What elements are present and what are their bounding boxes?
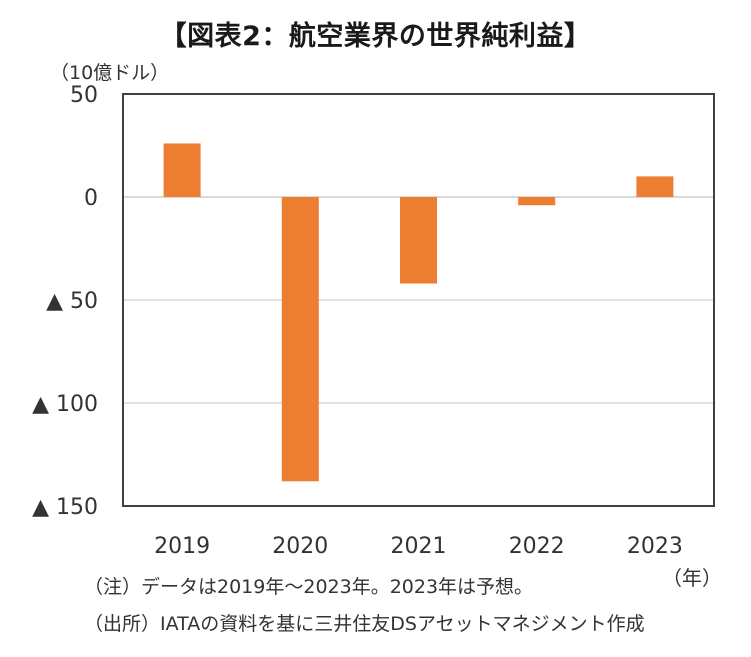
chart-title: 【図表2：航空業界の世界純利益】 (159, 21, 592, 52)
x-tick-label: 2022 (509, 534, 565, 559)
chart-note: （注）データは2019年～2023年。2023年は予想。 (84, 576, 534, 598)
x-tick-label: 2020 (272, 534, 328, 559)
x-tick-label: 2023 (627, 534, 683, 559)
x-axis-unit-label: （年） (662, 566, 722, 590)
y-tick-label: ▲ 100 (32, 392, 98, 417)
chart-source: （出所）IATAの資料を基に三井住友DSアセットマネジメント作成 (84, 613, 645, 635)
bar-2022 (518, 197, 556, 206)
bars (163, 143, 674, 482)
y-axis-unit-label: （10億ドル） (50, 62, 170, 84)
y-tick-label: 0 (84, 186, 98, 211)
bar-chart: 50 0 ▲ 50 ▲ 100 ▲ 150 2019 2020 2021 2022 2023 (32, 83, 715, 559)
plot-frame (122, 93, 715, 507)
bar-2021 (400, 197, 437, 284)
x-tick-label: 2019 (154, 534, 210, 559)
y-axis-ticks: 50 0 ▲ 50 ▲ 100 ▲ 150 (32, 83, 98, 520)
x-axis-ticks: 2019 2020 2021 2022 2023 (154, 534, 683, 559)
bar-2019 (163, 143, 201, 197)
y-tick-label: 50 (70, 83, 98, 108)
bar-2020 (281, 197, 319, 482)
y-tick-label: ▲ 50 (46, 289, 98, 314)
x-tick-label: 2021 (391, 534, 447, 559)
y-tick-label: ▲ 150 (32, 495, 98, 520)
bar-2023 (636, 176, 674, 197)
